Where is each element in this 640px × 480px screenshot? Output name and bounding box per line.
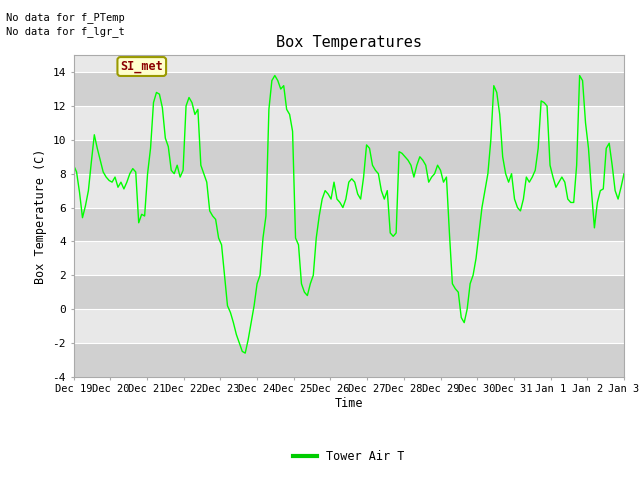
Bar	[74, 309, 624, 343]
Bar	[74, 140, 624, 174]
X-axis label: Time: Time	[335, 397, 363, 410]
Bar	[74, 174, 624, 207]
Bar	[74, 343, 624, 377]
Text: No data for f_lgr_t: No data for f_lgr_t	[6, 26, 125, 37]
Title: Box Temperatures: Box Temperatures	[276, 35, 422, 50]
Bar	[74, 207, 624, 241]
Bar	[74, 106, 624, 140]
Bar	[74, 241, 624, 275]
Text: SI_met: SI_met	[120, 60, 163, 73]
Y-axis label: Box Temperature (C): Box Temperature (C)	[34, 148, 47, 284]
Legend: Tower Air T: Tower Air T	[289, 445, 409, 468]
Bar	[74, 72, 624, 106]
Text: No data for f_PTemp: No data for f_PTemp	[6, 12, 125, 23]
Bar	[74, 275, 624, 309]
